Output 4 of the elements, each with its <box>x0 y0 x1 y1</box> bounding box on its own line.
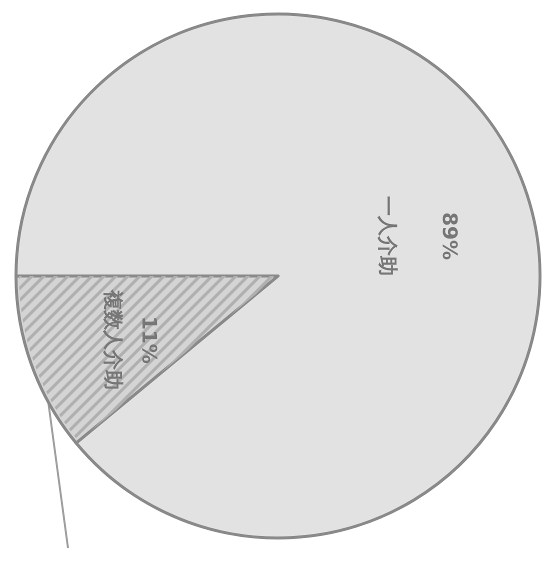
data-label: 89% <box>438 212 462 260</box>
slice-label: 一人介助 <box>376 196 400 276</box>
data-label: 11% <box>138 316 162 364</box>
slice-label: 複数人介助 <box>102 288 126 390</box>
